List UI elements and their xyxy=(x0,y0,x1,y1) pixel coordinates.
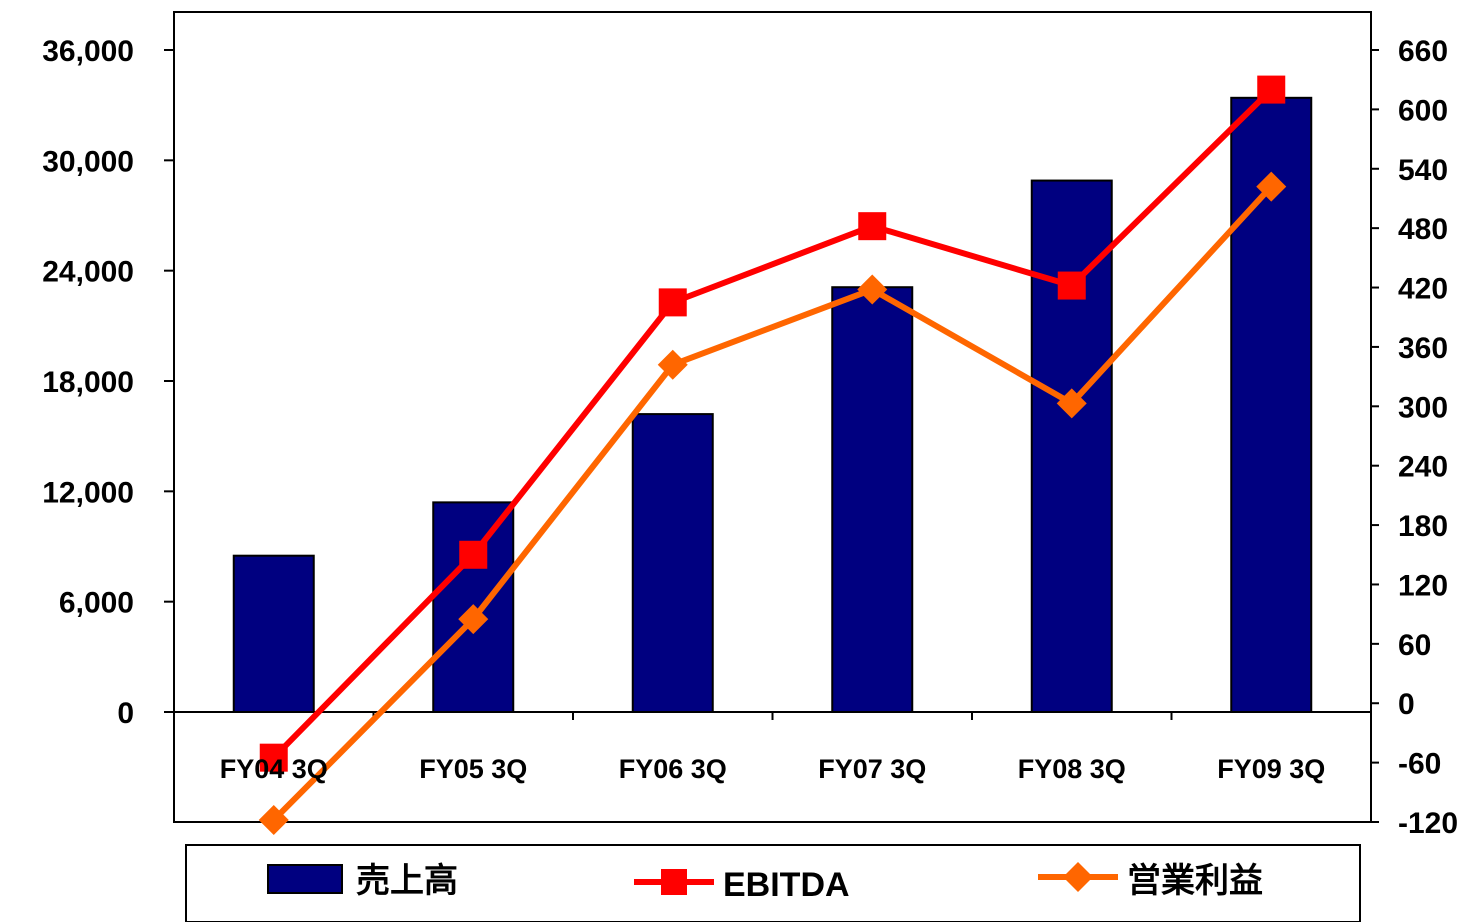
marker-operating-income-1 xyxy=(458,604,489,635)
line-ebitda xyxy=(271,87,1274,760)
right-tick-label-9: 420 xyxy=(1398,273,1448,306)
legend-marker-operating-income xyxy=(1063,862,1093,892)
right-tick-label-8: 360 xyxy=(1398,332,1448,365)
marker-ebitda-1 xyxy=(459,540,488,569)
right-tick-label-3: 60 xyxy=(1398,629,1431,662)
marker-operating-income-2 xyxy=(657,349,688,380)
lines-layer xyxy=(258,75,1287,836)
category-label-4: FY08 3Q xyxy=(1018,754,1126,784)
legend-label-operating-income: 営業利益 xyxy=(1127,862,1263,900)
bar-sales-3 xyxy=(831,286,914,713)
marker-operating-income-3 xyxy=(857,274,888,305)
left-tick-label-3: 18,000 xyxy=(42,366,134,399)
marker-operating-income-0 xyxy=(258,805,289,836)
marker-ebitda-2 xyxy=(658,288,687,317)
marker-ebitda-4 xyxy=(1057,271,1086,300)
right-tick-label-13: 660 xyxy=(1398,35,1448,68)
category-label-0: FY04 3Q xyxy=(220,754,328,784)
legend-marker-ebitda xyxy=(661,869,687,895)
left-axis: 0 6,000 12,000 18,000 24,000 30,000 36,000 xyxy=(42,35,174,730)
marker-ebitda-3 xyxy=(858,212,887,241)
left-tick-label-4: 24,000 xyxy=(42,256,134,289)
legend-label-sales: 売上高 xyxy=(356,862,458,900)
right-tick-label-0: -120 xyxy=(1398,807,1458,840)
right-tick-label-6: 240 xyxy=(1398,451,1448,484)
category-label-3: FY07 3Q xyxy=(818,754,926,784)
marker-ebitda-5 xyxy=(1257,75,1286,104)
left-tick-label-0: 0 xyxy=(117,697,134,730)
legend-box xyxy=(185,844,1361,922)
category-labels: FY04 3Q FY05 3Q FY06 3Q FY07 3Q FY08 3Q FY09 … xyxy=(220,754,1326,784)
category-label-2: FY06 3Q xyxy=(619,754,727,784)
category-label-5: FY09 3Q xyxy=(1217,754,1325,784)
right-tick-label-12: 600 xyxy=(1398,94,1448,127)
marker-operating-income-4 xyxy=(1056,388,1087,419)
right-axis: -120 -60 0 60 120 180 240 300 360 420 480 540 600 660 xyxy=(1371,35,1458,840)
category-label-1: FY05 3Q xyxy=(419,754,527,784)
legend-swatch-sales xyxy=(267,864,343,894)
left-tick-label-6: 36,000 xyxy=(42,35,134,68)
legend-label-ebitda: EBITDA xyxy=(723,866,850,904)
left-tick-label-1: 6,000 xyxy=(59,587,134,620)
legend: 売上高 EBITDA 営業利益 xyxy=(185,844,1361,922)
right-tick-label-11: 540 xyxy=(1398,154,1448,187)
marker-operating-income-5 xyxy=(1256,171,1287,202)
bar-sales-0 xyxy=(232,554,315,714)
bar-sales-2 xyxy=(631,413,714,713)
plot-area xyxy=(173,11,1372,823)
right-tick-label-7: 300 xyxy=(1398,391,1448,424)
right-tick-label-5: 180 xyxy=(1398,510,1448,543)
left-tick-label-2: 12,000 xyxy=(42,476,134,509)
right-tick-label-10: 480 xyxy=(1398,213,1448,246)
right-tick-label-2: 0 xyxy=(1398,688,1415,721)
right-tick-label-4: 120 xyxy=(1398,569,1448,602)
right-tick-label-1: -60 xyxy=(1398,748,1441,781)
left-tick-label-5: 30,000 xyxy=(42,145,134,178)
marker-ebitda-0 xyxy=(259,743,288,772)
line-operating-income xyxy=(271,184,1274,823)
